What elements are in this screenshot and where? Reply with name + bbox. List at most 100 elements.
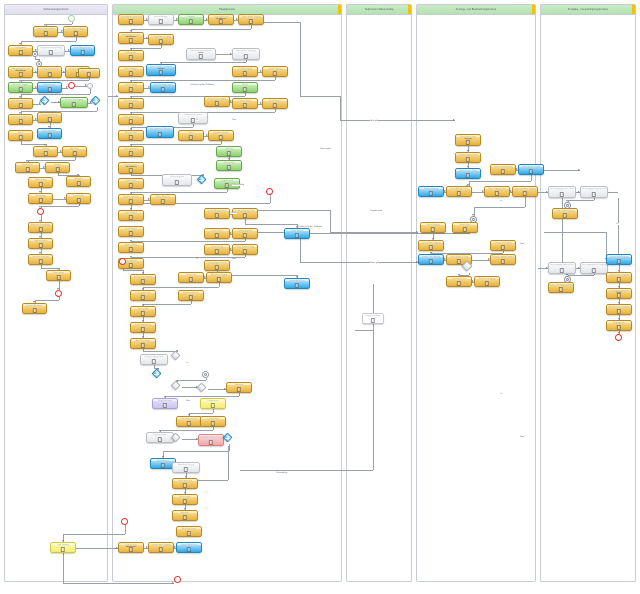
node-status-service[interactable]: Status Service	[150, 458, 176, 469]
node-status[interactable]: Status	[8, 130, 33, 141]
node-daten-speichern-vorgang[interactable]: Daten speichern Vorgang	[512, 186, 538, 197]
node-service-daten[interactable]: Service Daten	[118, 82, 144, 93]
node-prüfung-abgeschlossen[interactable]: Prüfung abgeschlossen	[204, 260, 230, 271]
node-status-daten[interactable]: Status Daten	[452, 222, 478, 233]
node-prüfung-datenbestand[interactable]: Prüfung Datenbestand	[37, 66, 62, 78]
node-status[interactable]: Status	[178, 130, 204, 141]
node-datensatz-prüfen-und-aktualisieren[interactable]: Datensatz prüfen und aktualisieren	[8, 66, 33, 78]
node-service-abschluss[interactable]: Service Abschluss	[176, 542, 202, 553]
node-daten-prüfen-vorgang[interactable]: Daten prüfen Vorgang	[130, 274, 156, 285]
node-status-prüfung[interactable]: Status Prüfung	[118, 242, 144, 253]
node-prüfdokument[interactable]: Prüfdokument	[200, 398, 226, 409]
node-speichern[interactable]: Speichern	[66, 176, 91, 187]
end-event-icon[interactable]	[37, 208, 44, 215]
node-genehmigung-erteilt-vorgang[interactable]: Genehmigung erteilt Vorgang	[580, 262, 608, 274]
grey-event-icon[interactable]	[87, 83, 93, 89]
node-status-prüfung[interactable]: Status Prüfung	[262, 66, 288, 77]
node-freigabe-erteilt[interactable]: Freigabe erteilt	[214, 178, 240, 189]
node-status-vorgang-daten[interactable]: Status Vorgang Daten	[484, 186, 510, 197]
node-status-prüfen[interactable]: Status prüfen	[130, 306, 156, 317]
node-daten-service[interactable]: Daten Service	[284, 228, 310, 239]
node-daten-prüfung[interactable]: Daten Prüfung	[204, 244, 230, 255]
node-status-setzen-vorgang[interactable]: Status setzen Vorgang	[148, 542, 174, 553]
node-freigabe[interactable]: Freigabe	[178, 14, 204, 25]
node-service-abfrage-daten[interactable]: Service Abfrage Daten	[204, 208, 230, 219]
node-status-daten-prüfung[interactable]: Status Daten Prüfung	[232, 244, 258, 255]
end-event-icon[interactable]	[174, 576, 181, 583]
boundary-event-icon[interactable]	[32, 51, 38, 57]
node-daten-status-prüfung[interactable]: Daten Status Prüfung	[518, 164, 544, 175]
node-daten-speichern[interactable]: Daten speichern	[37, 128, 62, 139]
node-benutzer-bestätigung[interactable]: Benutzer Bestätigung	[60, 97, 88, 108]
node-status-abschluss[interactable]: Status Abschluss	[446, 276, 472, 287]
node-fehlerbehandlung-vorgang[interactable]: Fehlerbehandlung Vorgang	[198, 434, 224, 446]
node-status-setzen[interactable]: Status setzen	[46, 270, 71, 281]
node-service-abschluss[interactable]: Service Abschluss	[284, 278, 310, 289]
start-event-icon[interactable]	[68, 15, 75, 22]
node-teilprozess-datenprüfung[interactable]: Teilprozess Datenprüfung	[37, 45, 65, 56]
node-abschluss-vorgang[interactable]: Abschluss Vorgang	[206, 272, 232, 283]
node-prozessdaten[interactable]: Prozessdaten	[8, 45, 33, 56]
node-abschluss-daten[interactable]: Abschluss Daten	[176, 526, 202, 537]
end-event-icon[interactable]	[266, 188, 273, 195]
node-abschluss[interactable]: Abschluss	[62, 146, 87, 157]
node-prüfung-vorgang-status[interactable]: Prüfung Vorgang Status	[140, 354, 168, 365]
node-skript-dokument[interactable]: Skript Dokument	[152, 398, 178, 409]
node-prozess-starten-ablauf[interactable]: Prozess starten Ablauf	[33, 26, 58, 37]
node-abschluss-daten[interactable]: Abschluss Daten	[130, 338, 156, 349]
node-service-abfrage[interactable]: Service Abfrage	[148, 14, 174, 25]
node-daten-speichern[interactable]: Daten speichern	[172, 478, 198, 489]
node-status-abfrage-daten[interactable]: Status Abfrage Daten	[70, 45, 95, 56]
node-status-genehmigung-erteilt[interactable]: Status Genehmigung erteilt	[548, 282, 574, 293]
node-status-prüfen[interactable]: Status prüfen	[216, 160, 242, 171]
node-prüfung-speichern[interactable]: Prüfung speichern	[130, 290, 156, 301]
node-prozessdaten-übernehmen[interactable]: Prozessdaten übernehmen	[118, 14, 144, 25]
node-status-abfrage-daten[interactable]: Status Abfrage Daten	[446, 186, 472, 197]
node-prüfung-vorgang[interactable]: Prüfung Vorgang	[232, 66, 258, 77]
node-datenbestand-aktualisieren-prüfen[interactable]: Datenbestand aktualisieren prüfen	[186, 48, 216, 60]
node-datensatz-prüfen[interactable]: Datensatz prüfen	[118, 98, 144, 109]
node-service-vorgang[interactable]: Service Vorgang	[418, 186, 444, 197]
node-status-daten[interactable]: Status Daten	[178, 272, 204, 283]
node-prüfdatensatz-status[interactable]: Prüfdatensatz Status	[178, 112, 208, 124]
node-dokument[interactable]: Dokument	[226, 382, 252, 393]
node-bestätigung[interactable]: Bestätigung	[28, 193, 53, 204]
node-status-prüfen-und-aktualisieren[interactable]: Status prüfen und aktualisieren	[208, 14, 234, 25]
node-status-daten-prüfung[interactable]: Status Daten Prüfung	[446, 254, 472, 265]
node-genehmigung-speichern-daten[interactable]: Genehmigung speichern Daten	[606, 288, 632, 299]
node-abschluss-prüfung[interactable]: Abschluss Prüfung	[172, 462, 200, 473]
end-event-icon[interactable]	[55, 290, 62, 297]
node-protokollieren[interactable]: Protokollieren	[66, 193, 91, 204]
end-event-icon[interactable]	[121, 518, 128, 525]
node-status-setzen[interactable]: Status setzen	[172, 494, 198, 505]
node-status-2-aktualisiert[interactable]: Status 2 aktualisiert	[78, 68, 100, 78]
end-event-icon[interactable]	[119, 258, 126, 265]
node-vorgang-aktualisieren[interactable]: Vorgang aktualisieren	[37, 112, 62, 123]
node-status-service[interactable]: Status Service	[262, 98, 288, 109]
node-status-daten[interactable]: Status Daten	[118, 178, 144, 189]
node-status-service[interactable]: Status Service	[37, 82, 62, 93]
node-abschluss[interactable]: Abschluss	[172, 510, 198, 521]
node-prüfung[interactable]: Prüfung	[33, 146, 58, 157]
pool-collapse-tab[interactable]	[632, 5, 635, 14]
node-abschluss-genehmigung[interactable]: Abschluss Genehmigung	[606, 304, 632, 315]
node-ergebnis-speichern[interactable]: Ergebnis speichern	[118, 194, 144, 205]
node-status-genehmigung[interactable]: Status Genehmigung	[552, 208, 578, 219]
node-status-abschluss[interactable]: Status Abschluss	[150, 194, 176, 205]
node-prozess-daten-übernehmen[interactable]: Prozess Daten übernehmen	[118, 542, 144, 553]
node-service-genehmigung[interactable]: Service Genehmigung	[606, 254, 632, 265]
node-status-daten-vorgang[interactable]: Status Daten Vorgang	[606, 272, 632, 283]
node-prüfung-ergebnis[interactable]: Prüfung Ergebnis	[162, 174, 192, 186]
node-vorgang[interactable]: Vorgang	[216, 146, 242, 157]
node-genehmigung-vorgang-erteilt[interactable]: Genehmigung Vorgang erteilt	[580, 186, 608, 198]
node-daten-prüfen[interactable]: Daten prüfen	[118, 50, 144, 61]
node-prozessdaten-speichern[interactable]: Prozessdaten speichern	[8, 114, 33, 125]
node-status[interactable]: Status	[232, 82, 258, 93]
node-daten-prüfen-vorgang[interactable]: Daten prüfen Vorgang	[418, 240, 444, 251]
node-start-vorgang[interactable]: Start Vorgang	[50, 542, 76, 553]
node-dokument-speichern[interactable]: Dokument speichern	[176, 416, 202, 427]
inter-event-icon[interactable]	[202, 371, 209, 378]
node-prozess-status[interactable]: Prozess Status	[232, 98, 258, 109]
node-daten-ermitteln[interactable]: Daten ermitteln	[118, 210, 144, 221]
node-vorgang-ende[interactable]: Vorgang Ende	[606, 320, 632, 331]
